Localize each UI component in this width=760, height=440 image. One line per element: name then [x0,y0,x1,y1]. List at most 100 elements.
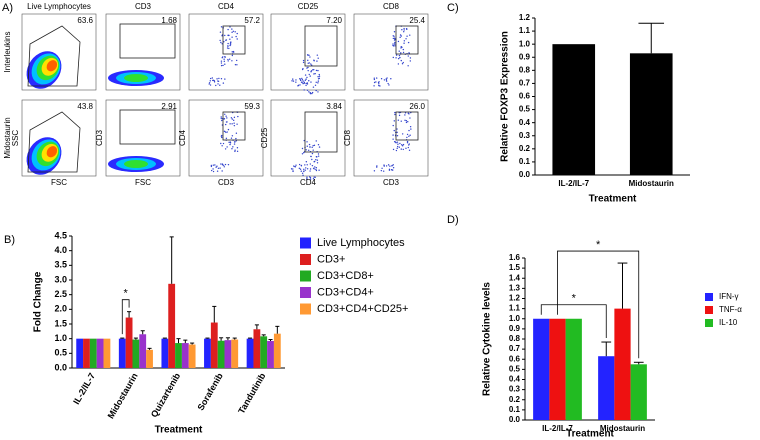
x-tick-label: Midostaurin [600,424,645,433]
event [402,143,405,146]
event [317,153,320,155]
event [304,169,307,171]
bar [132,339,140,368]
axis-label: CD4 [300,178,317,187]
event [395,57,397,59]
event [229,123,231,125]
event [227,45,229,47]
event [302,174,304,177]
bar [181,343,189,368]
event [300,170,302,172]
event [222,64,224,67]
event [292,78,294,80]
event [397,63,400,65]
gate-value: 1.68 [161,16,177,25]
event [410,128,412,130]
event [221,43,223,45]
gate [222,111,246,141]
axis-label: SSC [11,130,20,147]
y-tick-label: 3.0 [54,274,67,284]
event [400,59,402,62]
event [396,128,398,130]
event [402,51,405,54]
event [295,164,297,166]
event [406,28,408,31]
event [234,31,236,33]
event [409,117,411,119]
column-title: CD4 [218,2,235,11]
event [297,85,299,87]
event [378,84,380,87]
event [373,81,376,84]
legend-swatch [300,303,311,315]
event [400,144,403,146]
event [307,66,309,69]
event [407,55,409,57]
event [408,129,410,132]
event [220,77,223,80]
event [392,43,394,45]
event [406,133,409,136]
event [223,60,225,63]
event [307,149,310,151]
event [396,145,399,148]
event [301,153,304,155]
significance-bracket [121,299,130,335]
event [318,146,321,148]
y-tick-label: 3.5 [54,260,67,270]
event [407,65,409,67]
event [393,129,395,132]
event [236,32,238,35]
event [227,58,229,61]
event [306,168,309,170]
y-tick-label: 0.3 [519,131,531,140]
panel-label: A) [2,2,13,14]
bar [565,318,582,420]
event [313,73,315,75]
event [222,142,225,145]
column-title: Live Lymphocytes [27,2,91,11]
event [300,164,303,167]
event [398,50,400,52]
event [231,51,233,53]
event [236,150,239,153]
event [385,78,387,80]
event [305,78,307,80]
column-title: CD8 [383,2,400,11]
event [292,80,295,82]
axis-label: CD3 [95,129,104,146]
bar [175,343,182,368]
event [393,120,395,122]
event [378,83,380,85]
event [394,113,396,116]
event [315,69,318,72]
event [405,121,408,124]
event [317,155,320,157]
event [220,116,222,118]
event [309,163,312,165]
event [313,168,315,170]
event [317,82,319,84]
y-tick-label: 0.8 [509,334,521,343]
event [309,92,312,95]
event [231,31,233,34]
x-tick-label: Sorafenib [195,371,225,412]
y-tick-label: 0.2 [519,144,531,153]
event [315,81,317,84]
event [392,148,395,151]
event [230,137,233,139]
event [317,143,320,146]
event [225,121,228,123]
y-tick-label: 0.0 [519,170,531,179]
bar [146,349,153,368]
event [380,78,383,80]
event [304,164,306,166]
event [220,117,222,120]
legend-swatch [300,270,311,282]
event [392,166,395,169]
event [409,125,412,128]
event [404,119,406,122]
event [306,89,309,92]
event [219,84,221,86]
gate-value: 26.0 [409,102,425,111]
